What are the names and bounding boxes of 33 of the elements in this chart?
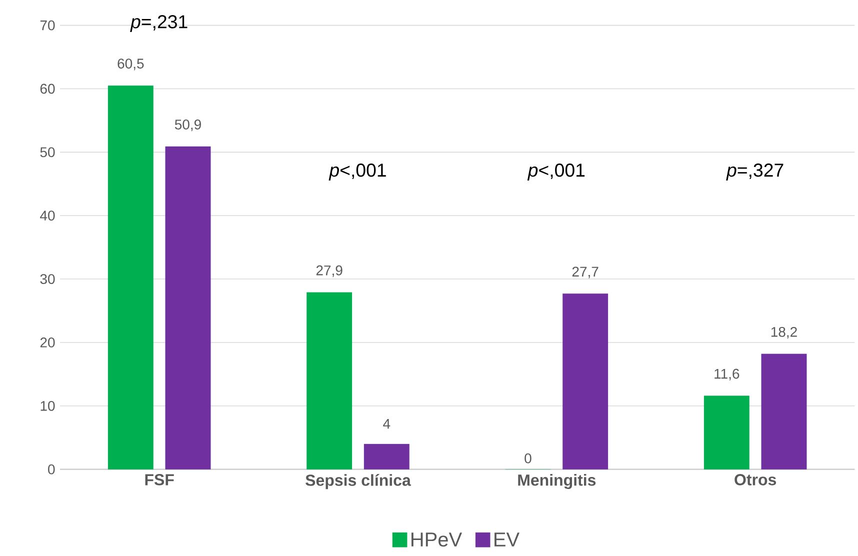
data-label: 50,9 (174, 120, 201, 132)
annotation: p=,231 (130, 15, 188, 32)
y-tick-label: 20 (40, 338, 55, 348)
y-tick-label: 60 (40, 84, 55, 94)
bar (761, 354, 807, 470)
bar (108, 86, 154, 470)
bar (364, 444, 410, 470)
y-tick-label: 50 (40, 147, 55, 158)
data-label: 4 (383, 418, 390, 429)
annotation: p=,327 (726, 164, 784, 180)
bar (165, 146, 211, 470)
legend-label: HPeV (412, 532, 462, 547)
x-tick-label: Meningitis (518, 474, 596, 490)
y-tick-label: 70 (40, 20, 55, 30)
y-tick-label: 40 (40, 210, 55, 221)
data-label: 27,9 (316, 265, 342, 277)
data-label: 18,2 (771, 326, 797, 339)
y-tick-label: 10 (40, 400, 55, 411)
data-label: 0 (524, 453, 532, 464)
annotation: p<,001 (328, 164, 386, 180)
x-tick-label: Otros (734, 474, 776, 486)
legend-label: EV (494, 532, 520, 546)
data-label: 27,7 (572, 266, 598, 278)
data-label: 60,5 (118, 58, 144, 70)
bar (704, 396, 750, 470)
bar (306, 292, 352, 470)
bar (562, 294, 608, 470)
x-tick-label: Sepsis clínica (306, 474, 411, 490)
y-tick-label: 0 (48, 464, 55, 474)
y-tick-label: 30 (40, 274, 55, 284)
x-tick-label: FSF (145, 474, 174, 486)
data-label: 11,6 (714, 368, 740, 380)
annotation: p<,001 (527, 164, 585, 180)
